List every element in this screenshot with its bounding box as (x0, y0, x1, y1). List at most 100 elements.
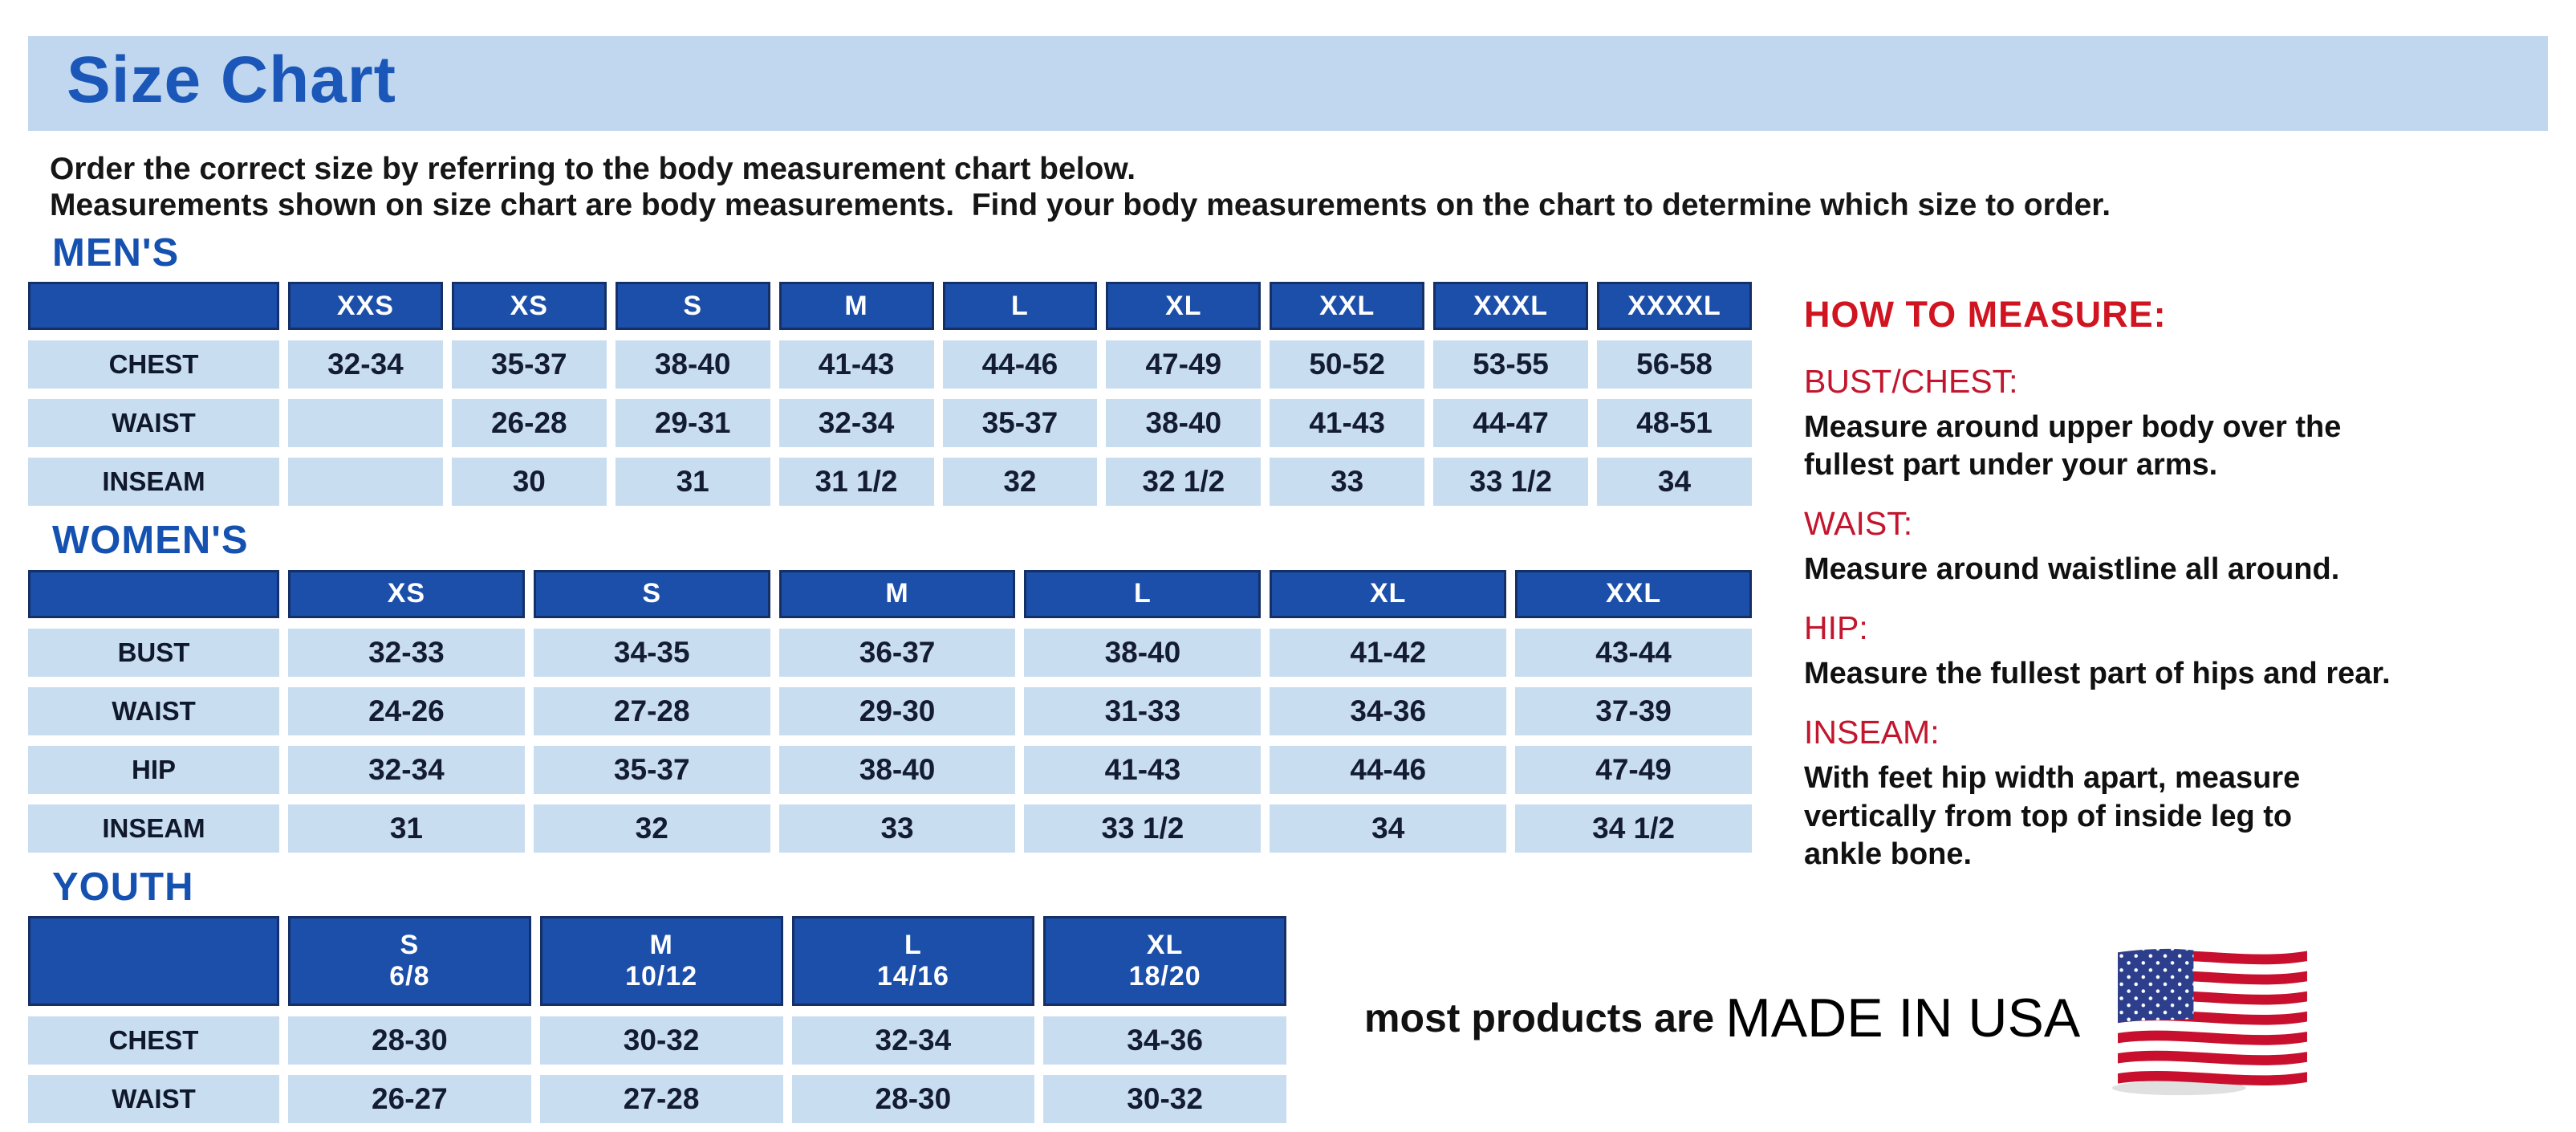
size-column-header: L 14/16 (791, 916, 1035, 1007)
row-label: CHEST (28, 1016, 279, 1065)
size-value-cell: 35-37 (942, 399, 1098, 448)
page-title: Size Chart (67, 43, 396, 116)
size-value-cell: 37-39 (1515, 686, 1752, 735)
size-value-cell: 28-30 (791, 1075, 1035, 1124)
size-value-cell: 34-36 (1270, 686, 1507, 735)
measure-description-waist: Measure around waistline all around. (1804, 552, 2340, 587)
size-value-cell: 53-55 (1433, 340, 1588, 389)
size-column-header: L (1024, 569, 1262, 618)
size-column-header: XXS (288, 282, 443, 331)
size-value-cell: 36-37 (778, 628, 1016, 677)
youth-heading: YOUTH (52, 865, 194, 909)
size-value-cell: 30-32 (1043, 1075, 1286, 1124)
size-value-cell: 38-40 (1106, 399, 1262, 448)
size-value-cell: 31-33 (1024, 686, 1262, 735)
measure-term-inseam: INSEAM: (1804, 714, 1940, 751)
size-column-header: XXL (1515, 569, 1752, 618)
size-column-header: S 6/8 (288, 916, 531, 1007)
size-column-header: XS (288, 569, 525, 618)
size-value-cell: 30 (451, 458, 607, 507)
size-value-cell: 35-37 (451, 340, 607, 389)
measurement-row: CHEST 28-30 30-32 32-34 34-36 (28, 1016, 1286, 1065)
row-label: WAIST (28, 1075, 279, 1124)
size-value-cell: 29-30 (778, 686, 1016, 735)
size-column-header: M (778, 569, 1016, 618)
row-label: CHEST (28, 340, 279, 389)
size-column-header: XXXL (1433, 282, 1588, 331)
measure-description-inseam: With feet hip width apart, measure verti… (1804, 761, 2301, 871)
made-in-usa-text: MADE IN USA (1725, 987, 2081, 1049)
corner-header-cell (28, 569, 279, 618)
size-value-cell: 44-46 (942, 340, 1098, 389)
size-value-cell: 32-34 (778, 399, 934, 448)
size-column-header: S (533, 569, 770, 618)
size-value-cell: 27-28 (533, 686, 770, 735)
size-column-header: XL (1106, 282, 1262, 331)
row-label: WAIST (28, 686, 279, 735)
intro-line-1: Order the correct size by referring to t… (50, 152, 1136, 186)
size-value-cell: 32-34 (288, 745, 525, 794)
size-column-header: XL 18/20 (1043, 916, 1286, 1007)
size-value-cell: 38-40 (778, 745, 1016, 794)
row-label: INSEAM (28, 458, 279, 507)
measurement-row: WAIST 26-28 29-31 32-34 35-37 38-40 41-43 44-47… (28, 399, 1752, 448)
measure-term-bust-chest: BUST/CHEST: (1804, 363, 2018, 400)
header-row: S 6/8 M 10/12 L 14/16 XL 18/20 (28, 916, 1286, 1007)
size-value-cell: 44-46 (1270, 745, 1507, 794)
how-to-measure-panel: HOW TO MEASURE: BUST/CHEST: Measure arou… (1804, 294, 2526, 873)
measurement-row: WAIST 24-26 27-28 29-30 31-33 34-36 37-39 (28, 686, 1752, 735)
size-value-cell: 50-52 (1270, 340, 1425, 389)
size-value-cell: 32-33 (288, 628, 525, 677)
measurement-row: CHEST 32-34 35-37 38-40 41-43 44-46 47-49 50-52… (28, 340, 1752, 389)
size-value-cell: 31 (615, 458, 770, 507)
size-column-header: S (615, 282, 770, 331)
size-value-cell: 31 1/2 (778, 458, 934, 507)
corner-header-cell (28, 282, 279, 331)
size-column-header: XS (451, 282, 607, 331)
row-label: HIP (28, 745, 279, 794)
intro-text: Order the correct size by referring to t… (50, 151, 2111, 223)
measure-description-hip: Measure the fullest part of hips and rea… (1804, 657, 2391, 691)
header-row: XXS XS S M L XL XXL XXXL XXXXL (28, 282, 1752, 331)
size-value-cell: 34-35 (533, 628, 770, 677)
mens-size-table: XXS XS S M L XL XXL XXXL XXXXL CHEST 32-34 35-37 38-… (19, 271, 1761, 516)
size-column-header: M 10/12 (539, 916, 783, 1007)
size-value-cell: 38-40 (1024, 628, 1262, 677)
usa-flag-icon (2111, 948, 2308, 1096)
size-value-cell: 41-42 (1270, 628, 1507, 677)
made-in-usa-row: most products are MADE IN USA (1364, 939, 2536, 1097)
size-value-cell: 29-31 (615, 399, 770, 448)
size-value-cell: 34 (1597, 458, 1752, 507)
size-value-cell: 41-43 (1270, 399, 1425, 448)
size-value-cell: 48-51 (1597, 399, 1752, 448)
size-value-cell (288, 399, 443, 448)
size-tables-column: MEN'S XXS XS S M L XL XXL XXXL XXXXL CHEST 32-34 35… (28, 232, 1752, 1124)
measure-term-waist: WAIST: (1804, 505, 1913, 543)
size-value-cell: 47-49 (1106, 340, 1262, 389)
size-value-cell: 26-27 (288, 1075, 531, 1124)
size-value-cell: 32-34 (288, 340, 443, 389)
measure-term-hip: HIP: (1804, 609, 1868, 647)
youth-size-table: S 6/8 M 10/12 L 14/16 XL 18/20 CHEST 28-30 30-… (19, 906, 1295, 1132)
size-column-header: XXXXL (1597, 282, 1752, 331)
size-value-cell: 33 (1270, 458, 1425, 507)
row-label: WAIST (28, 399, 279, 448)
measurement-row: HIP 32-34 35-37 38-40 41-43 44-46 47-49 (28, 745, 1752, 794)
row-label: INSEAM (28, 804, 279, 853)
size-value-cell: 33 1/2 (1024, 804, 1262, 853)
how-to-measure-heading: HOW TO MEASURE: (1804, 294, 2167, 335)
size-value-cell: 47-49 (1515, 745, 1752, 794)
size-value-cell: 32 (942, 458, 1098, 507)
size-value-cell: 32-34 (791, 1016, 1035, 1065)
size-value-cell: 56-58 (1597, 340, 1752, 389)
size-value-cell: 32 1/2 (1106, 458, 1262, 507)
size-value-cell: 34 (1270, 804, 1507, 853)
size-value-cell: 33 (778, 804, 1016, 853)
made-in-usa-prefix: most products are (1364, 996, 1726, 1040)
size-value-cell: 44-47 (1433, 399, 1588, 448)
size-value-cell (288, 458, 443, 507)
size-value-cell: 34 1/2 (1515, 804, 1752, 853)
size-column-header: L (942, 282, 1098, 331)
size-value-cell: 24-26 (288, 686, 525, 735)
